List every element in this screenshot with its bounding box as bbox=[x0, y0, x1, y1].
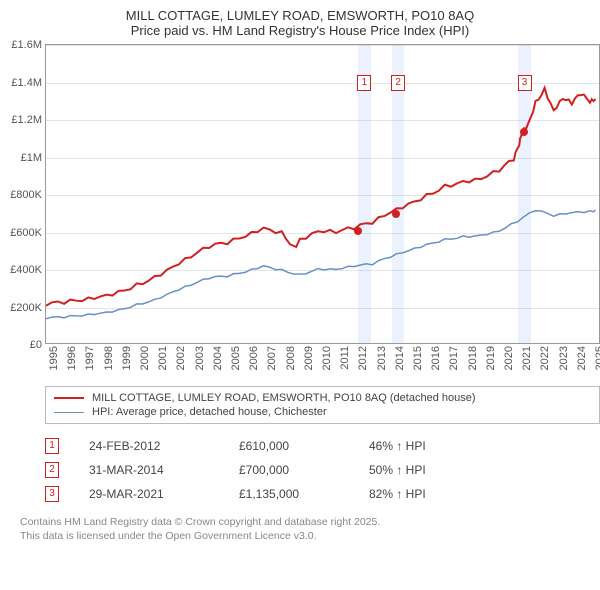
x-axis-label: 2010 bbox=[321, 346, 333, 370]
sale-hpi: 46% ↑ HPI bbox=[369, 439, 600, 453]
x-axis-label: 2016 bbox=[430, 346, 442, 370]
y-axis-label: £0 bbox=[30, 339, 46, 351]
sale-marker: 3 bbox=[45, 486, 59, 502]
chart-subtitle: Price paid vs. HM Land Registry's House … bbox=[10, 23, 590, 38]
x-axis-label: 2021 bbox=[521, 346, 533, 370]
y-axis-label: £1.6M bbox=[11, 39, 46, 51]
sale-hpi: 82% ↑ HPI bbox=[369, 487, 600, 501]
series-line-price_paid bbox=[46, 88, 595, 306]
y-axis-label: £600K bbox=[10, 227, 46, 239]
sale-marker: 2 bbox=[45, 462, 59, 478]
x-axis-label: 2015 bbox=[412, 346, 424, 370]
sale-row: 3 29-MAR-2021£1,135,00082% ↑ HPI bbox=[45, 482, 600, 506]
x-axis-label: 2022 bbox=[539, 346, 551, 370]
x-axis-labels: 1995 1996 1997 1998 1999 2000 2001 2002 2003 2004… bbox=[45, 344, 600, 382]
x-axis-label: 2000 bbox=[139, 346, 151, 370]
sale-row: 2 31-MAR-2014£700,00050% ↑ HPI bbox=[45, 458, 600, 482]
sale-price: £700,000 bbox=[239, 463, 369, 477]
x-axis-label: 2024 bbox=[576, 346, 588, 370]
sale-dot bbox=[354, 227, 362, 235]
sale-marker: 1 bbox=[45, 438, 59, 454]
x-axis-label: 2019 bbox=[485, 346, 497, 370]
plot-marker: 3 bbox=[518, 75, 532, 91]
series-line-hpi bbox=[46, 210, 595, 319]
y-axis-label: £1.4M bbox=[11, 77, 46, 89]
x-axis-label: 2017 bbox=[448, 346, 460, 370]
plot-marker: 2 bbox=[391, 75, 405, 91]
x-axis-label: 1997 bbox=[84, 346, 96, 370]
legend-label: MILL COTTAGE, LUMLEY ROAD, EMSWORTH, PO1… bbox=[92, 392, 476, 404]
x-axis-label: 2009 bbox=[303, 346, 315, 370]
x-axis-label: 2018 bbox=[467, 346, 479, 370]
line-svg bbox=[46, 45, 599, 343]
y-axis-label: £200K bbox=[10, 302, 46, 314]
x-axis-label: 2002 bbox=[175, 346, 187, 370]
x-axis-label: 2011 bbox=[339, 346, 351, 370]
x-axis-label: 2006 bbox=[248, 346, 260, 370]
y-axis-label: £800K bbox=[10, 189, 46, 201]
y-axis-label: £1.2M bbox=[11, 114, 46, 126]
sale-price: £1,135,000 bbox=[239, 487, 369, 501]
x-axis-label: 2023 bbox=[558, 346, 570, 370]
plot-marker: 1 bbox=[357, 75, 371, 91]
x-axis-label: 2005 bbox=[230, 346, 242, 370]
chart-title: MILL COTTAGE, LUMLEY ROAD, EMSWORTH, PO1… bbox=[10, 8, 590, 23]
x-axis-label: 2025 bbox=[594, 346, 600, 370]
legend: MILL COTTAGE, LUMLEY ROAD, EMSWORTH, PO1… bbox=[45, 386, 600, 424]
x-axis-label: 1996 bbox=[66, 346, 78, 370]
sale-dot bbox=[392, 210, 400, 218]
sale-hpi: 50% ↑ HPI bbox=[369, 463, 600, 477]
x-axis-label: 1995 bbox=[48, 346, 60, 370]
legend-swatch bbox=[54, 412, 84, 413]
x-axis-label: 1999 bbox=[121, 346, 133, 370]
plot-area: £0£200K£400K£600K£800K£1M£1.2M£1.4M£1.6M… bbox=[45, 44, 600, 344]
chart-container: MILL COTTAGE, LUMLEY ROAD, EMSWORTH, PO1… bbox=[0, 0, 600, 590]
y-axis-label: £400K bbox=[10, 264, 46, 276]
x-axis-label: 2012 bbox=[357, 346, 369, 370]
x-axis-label: 1998 bbox=[103, 346, 115, 370]
footer-line: This data is licensed under the Open Gov… bbox=[20, 530, 590, 544]
x-axis-label: 2013 bbox=[376, 346, 388, 370]
sale-price: £610,000 bbox=[239, 439, 369, 453]
sale-row: 1 24-FEB-2012£610,00046% ↑ HPI bbox=[45, 434, 600, 458]
sale-date: 24-FEB-2012 bbox=[89, 439, 239, 453]
sales-table: 1 24-FEB-2012£610,00046% ↑ HPI 2 31-MAR-201… bbox=[45, 434, 600, 506]
legend-item: HPI: Average price, detached house, Chic… bbox=[54, 405, 591, 419]
x-axis-label: 2014 bbox=[394, 346, 406, 370]
x-axis-label: 2003 bbox=[194, 346, 206, 370]
x-axis-label: 2004 bbox=[212, 346, 224, 370]
legend-item: MILL COTTAGE, LUMLEY ROAD, EMSWORTH, PO1… bbox=[54, 391, 591, 405]
legend-label: HPI: Average price, detached house, Chic… bbox=[92, 406, 327, 418]
sale-date: 29-MAR-2021 bbox=[89, 487, 239, 501]
sale-date: 31-MAR-2014 bbox=[89, 463, 239, 477]
x-axis-label: 2007 bbox=[266, 346, 278, 370]
footer-line: Contains HM Land Registry data © Crown c… bbox=[20, 516, 590, 530]
x-axis-label: 2008 bbox=[285, 346, 297, 370]
x-axis-label: 2001 bbox=[157, 346, 169, 370]
footer-attribution: Contains HM Land Registry data © Crown c… bbox=[20, 516, 590, 543]
legend-swatch bbox=[54, 397, 84, 399]
title-block: MILL COTTAGE, LUMLEY ROAD, EMSWORTH, PO1… bbox=[10, 8, 590, 38]
sale-dot bbox=[520, 128, 528, 136]
y-axis-label: £1M bbox=[21, 152, 46, 164]
x-axis-label: 2020 bbox=[503, 346, 515, 370]
